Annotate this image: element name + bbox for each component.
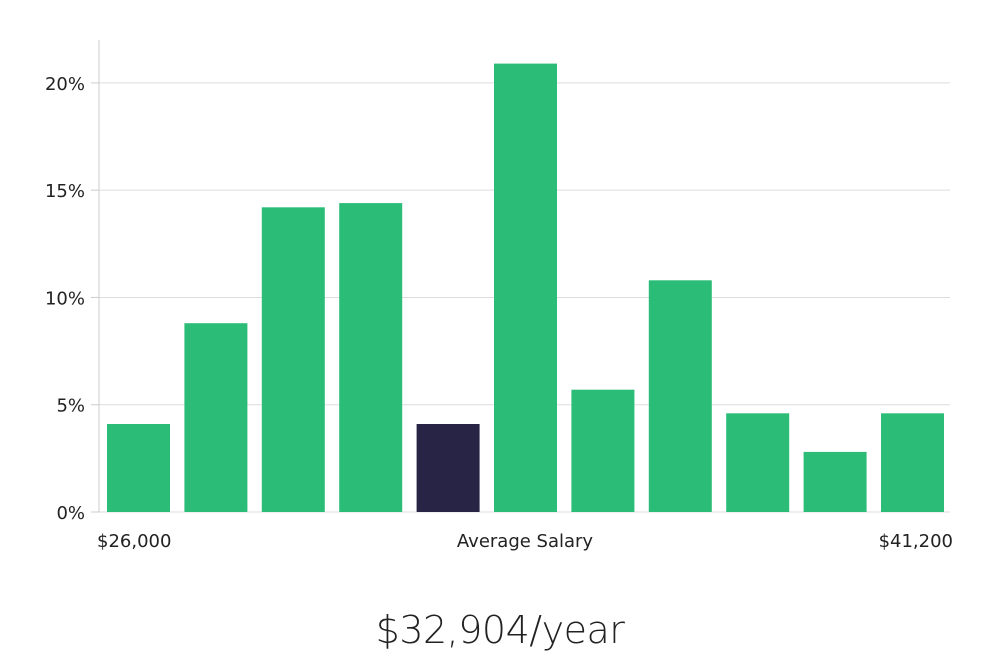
y-axis-ticks: 0% 5% 10% 15% 20% <box>45 74 99 524</box>
bar <box>726 413 790 512</box>
bar <box>107 424 170 512</box>
y-tick-label: 20% <box>45 74 85 95</box>
bar <box>184 323 248 512</box>
bar <box>803 451 867 512</box>
y-tick-label: 15% <box>45 181 85 202</box>
bar-highlighted <box>416 424 480 512</box>
bar <box>881 413 944 512</box>
bars <box>107 63 944 513</box>
average-salary-value: $32,904/year <box>375 608 625 652</box>
bar <box>571 389 635 512</box>
bar <box>648 280 712 512</box>
x-start-label: $26,000 <box>97 531 171 552</box>
y-tick-label: 5% <box>56 396 85 417</box>
x-axis-title: Average Salary <box>457 531 594 552</box>
bar <box>339 203 403 512</box>
salary-histogram: 0% 5% 10% 15% 20% $26,000 Average Salary $41… <box>45 40 953 552</box>
y-tick-label: 0% <box>56 503 85 524</box>
bar <box>261 207 325 513</box>
bar <box>494 63 557 512</box>
y-tick-label: 10% <box>45 288 85 309</box>
x-end-label: $41,200 <box>879 531 953 552</box>
